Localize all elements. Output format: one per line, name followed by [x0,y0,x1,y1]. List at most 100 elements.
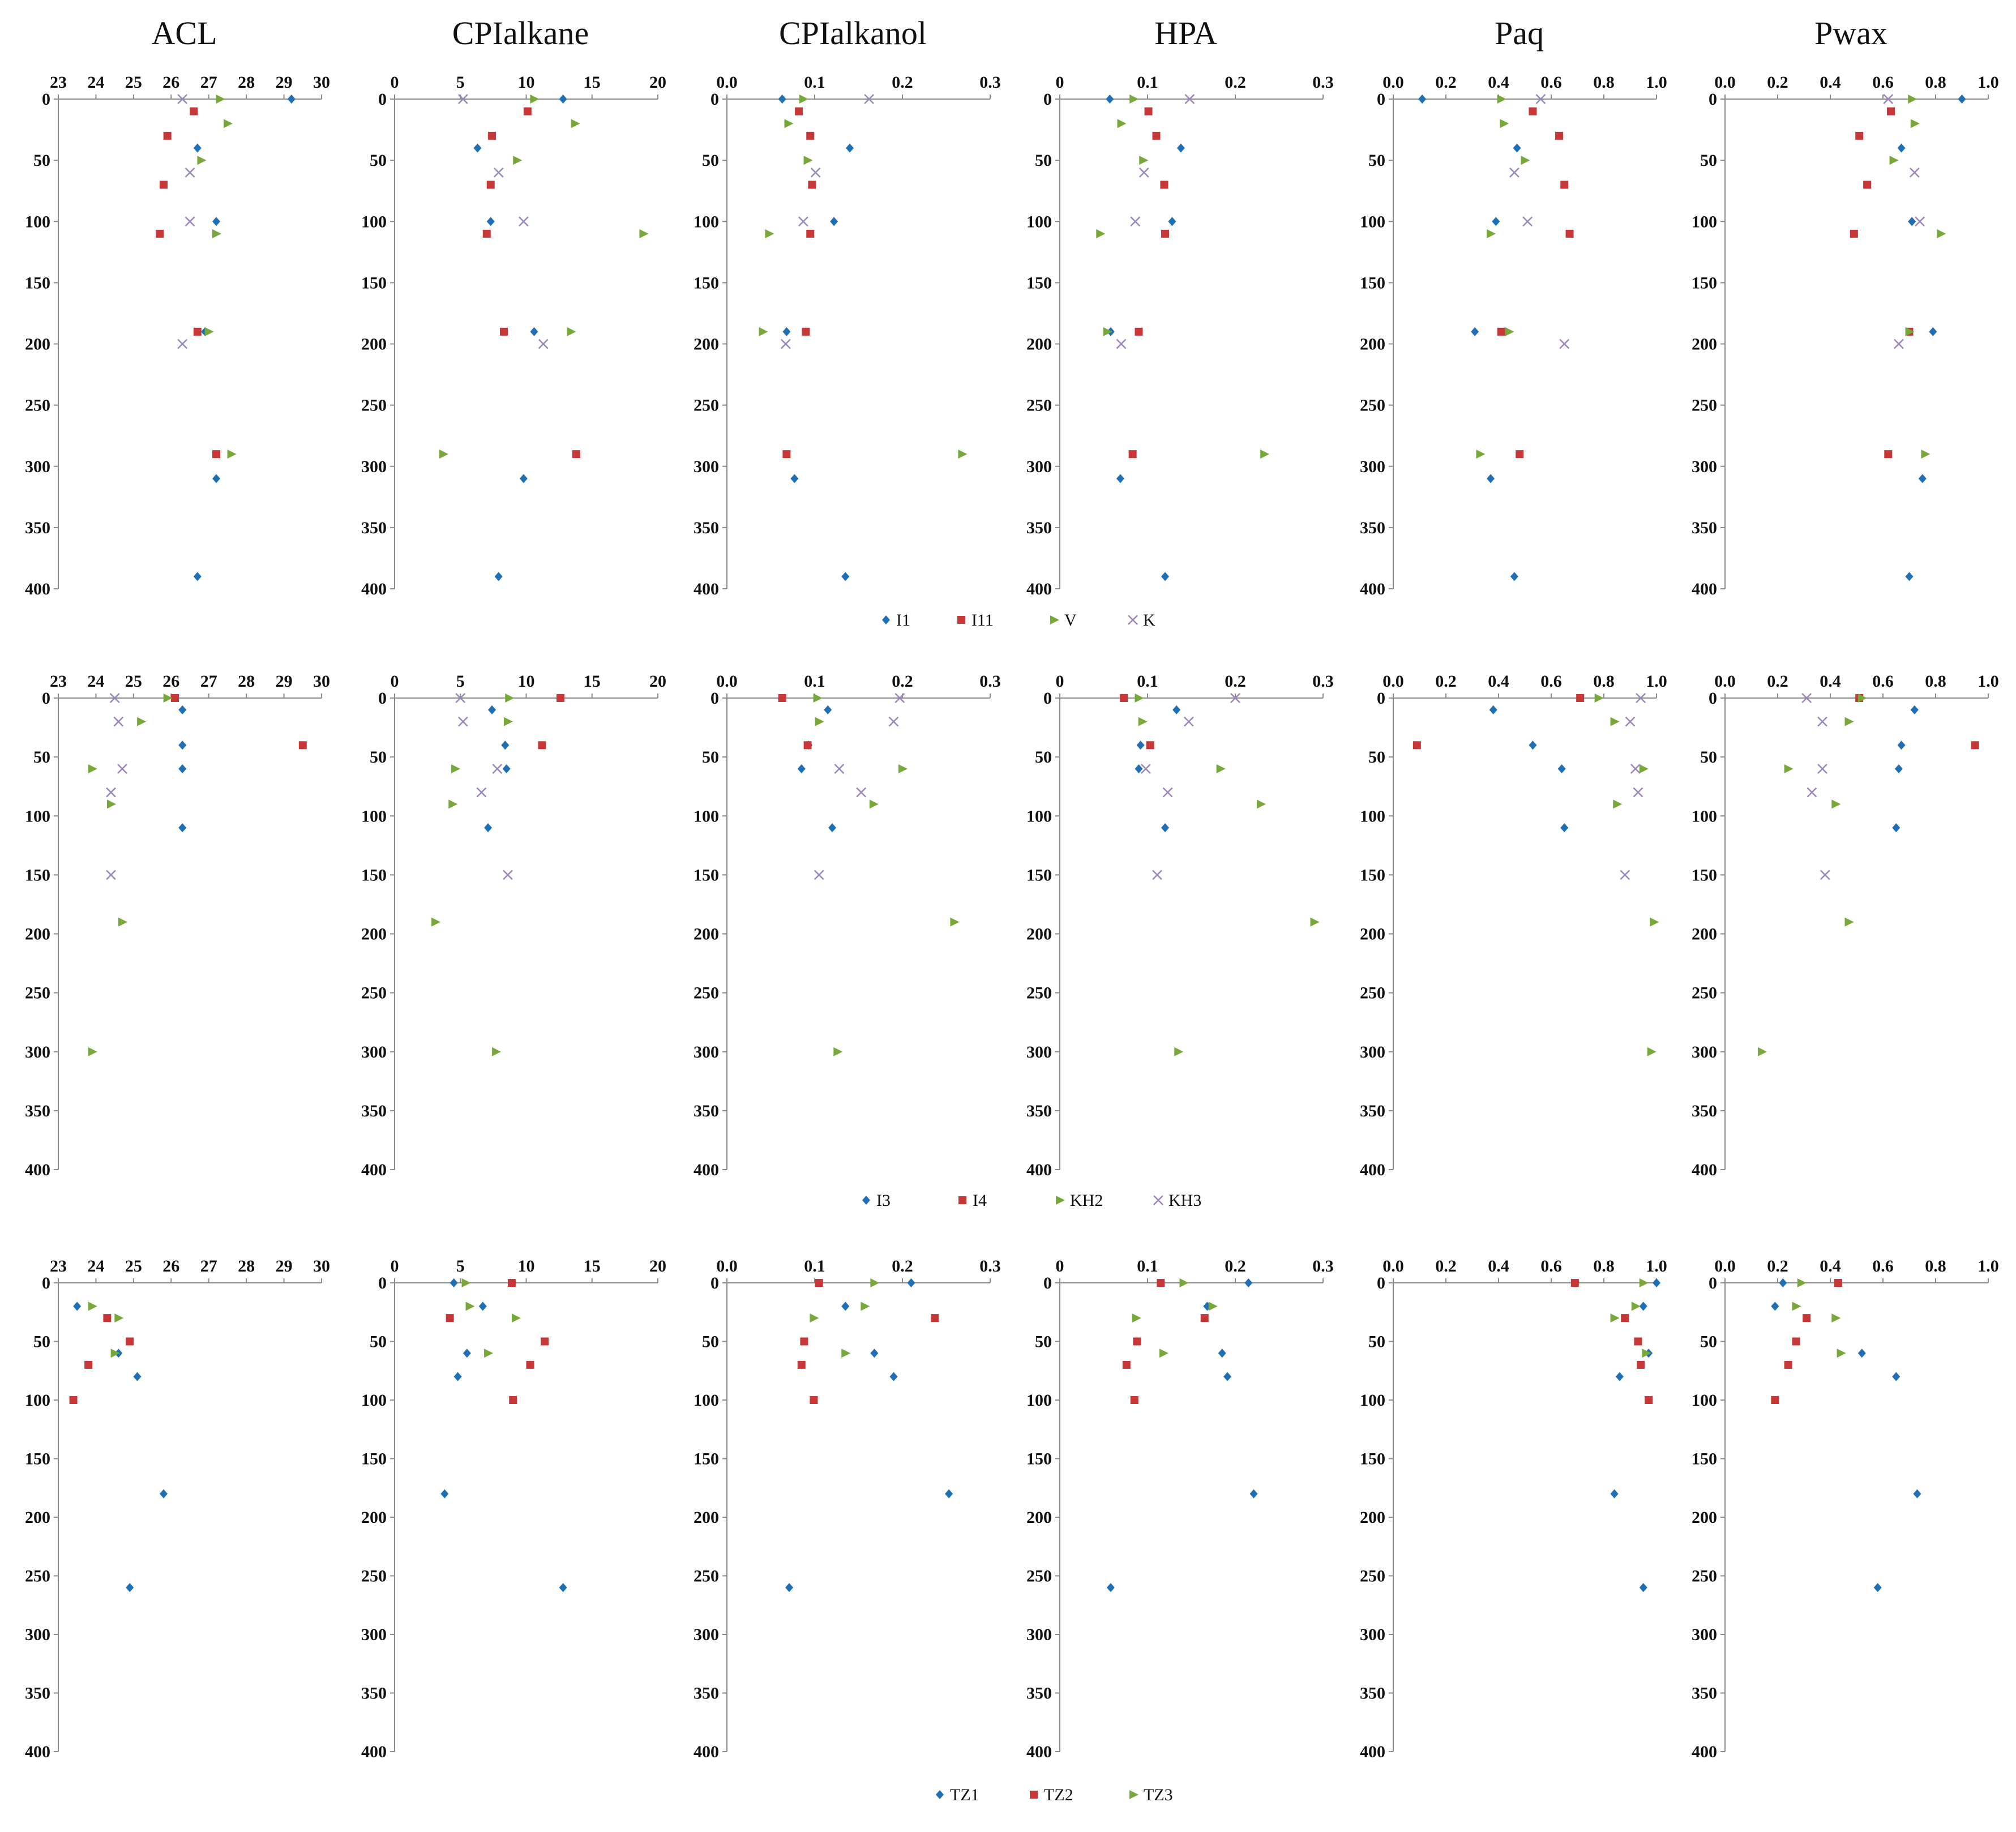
y-tick-label: 100 [1026,1391,1052,1410]
point-TZ3 [461,1278,471,1287]
point-KH3 [117,764,127,774]
y-tick-label: 300 [1360,457,1385,476]
y-tick-label: 300 [1026,1625,1052,1644]
y-tick-label: 250 [1692,984,1717,1003]
y-tick-label: 400 [1360,1743,1385,1761]
point-TZ2 [815,1279,823,1287]
y-tick-label: 250 [361,984,387,1003]
legend-entry-TZ3: TZ3 [1129,1786,1173,1804]
series-KH2 [1135,694,1320,1056]
x-tick-label: 0.0 [1714,73,1736,92]
y-tick-label: 200 [1026,1508,1052,1527]
point-V [759,327,768,336]
point-K [798,216,808,227]
x-tick-label: 0.0 [716,73,738,92]
point-TZ1 [73,1302,82,1311]
y-tick-label: 100 [1692,807,1717,825]
point-TZ2 [1133,1337,1141,1346]
point-TZ1 [1615,1372,1624,1381]
point-V [513,156,523,165]
y-tick-label: 400 [1360,580,1385,598]
legend-square-icon [957,616,965,624]
point-KH2 [137,717,147,726]
x-tick-label: 0.6 [1872,73,1894,92]
y-tick-label: 100 [1026,807,1052,825]
legend-diamond-icon [862,1196,870,1205]
point-TZ2 [84,1360,93,1369]
series-V [1096,95,1270,459]
point-KH3 [1817,716,1827,727]
series-I3 [484,705,511,833]
y-tick-label: 100 [1360,1391,1385,1410]
point-I1 [846,143,854,153]
x-tick-label: 10 [518,1257,535,1275]
point-V [223,119,233,129]
point-I3 [1529,740,1537,750]
x-tick-label: 1.0 [1978,1257,1999,1275]
point-K [780,339,791,349]
series-I4 [170,694,307,750]
x-tick-label: 0 [1056,672,1064,691]
y-tick-label: 350 [1026,1102,1052,1120]
point-I11 [1161,229,1169,238]
x-tick-label: 24 [87,672,104,691]
point-I1 [1487,474,1495,483]
series-TZ3 [810,1278,880,1358]
x-tick-label: 10 [518,672,535,691]
y-tick-label: 150 [361,866,387,884]
point-KH2 [431,917,441,927]
point-K [1883,94,1894,104]
point-TZ2 [1771,1396,1779,1404]
point-I3 [1894,764,1903,773]
point-K [518,216,529,227]
x-tick-label: 0.2 [1225,672,1246,691]
point-KH2 [1831,799,1841,809]
point-I4 [298,741,307,750]
point-I11 [1884,450,1893,459]
y-tick-label: 200 [1026,925,1052,944]
x-tick-label: 0.2 [1767,1257,1788,1275]
x-tick-label: 0.2 [892,672,913,691]
y-tick-label: 50 [1368,748,1385,767]
point-KH3 [106,787,116,798]
point-K [1915,216,1925,227]
y-tick-label: 350 [361,1102,387,1120]
point-TZ1 [785,1583,794,1593]
point-I11 [486,181,495,189]
point-KH3 [814,870,824,880]
y-tick-label: 50 [702,748,719,767]
series-TZ3 [88,1302,124,1358]
point-K [177,339,188,349]
point-TZ1 [1106,1583,1115,1593]
legend-label: I4 [973,1191,987,1210]
legend-label: V [1064,611,1077,630]
y-tick-label: 50 [1035,1333,1052,1351]
point-I3 [178,740,187,750]
series-I11 [482,107,580,459]
y-tick-label: 0 [378,1274,387,1292]
point-TZ2 [1784,1360,1792,1369]
x-tick-label: 0.8 [1593,672,1615,691]
y-tick-label: 300 [361,1625,387,1644]
y-tick-label: 350 [1360,519,1385,537]
panel-title: HPA [1154,15,1217,52]
y-tick-label: 150 [1692,1450,1717,1469]
point-K [185,167,195,178]
x-tick-label: 0.2 [1225,73,1246,92]
point-I1 [1929,327,1937,336]
point-TZ2 [797,1360,806,1369]
y-tick-label: 200 [694,1508,719,1527]
y-tick-label: 400 [1026,1743,1052,1761]
point-TZ1 [945,1489,953,1499]
point-K [458,94,468,104]
y-tick-label: 50 [33,748,50,767]
x-tick-label: 0.0 [1714,1257,1736,1275]
panel-title: CPIalkanol [779,15,927,52]
point-KH3 [1152,870,1162,880]
y-tick-label: 200 [694,925,719,944]
y-tick-label: 300 [1692,1043,1717,1061]
y-tick-label: 0 [1377,90,1385,109]
x-tick-label: 30 [313,73,330,92]
point-I11 [523,107,532,115]
